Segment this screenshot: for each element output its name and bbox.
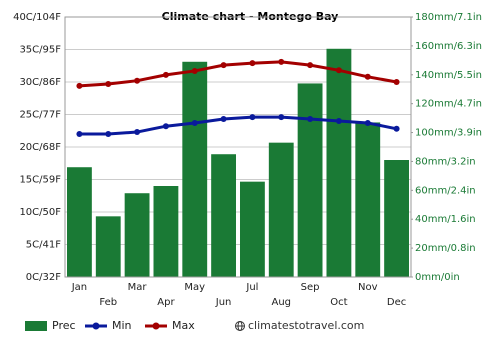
marker <box>76 131 83 137</box>
bar <box>240 181 265 277</box>
y-tick-label: 25C/77F <box>19 110 61 121</box>
line <box>79 60 397 88</box>
y2-tick-label: 140mm/5.5in <box>415 70 482 81</box>
marker <box>162 71 169 78</box>
marker <box>249 114 256 121</box>
y-tick-label: 5C/41F <box>26 240 61 251</box>
marker <box>105 131 112 137</box>
y-tick-label: 35C/95F <box>19 45 61 56</box>
bar <box>384 160 409 277</box>
marker <box>335 118 342 124</box>
legend-label: Max <box>172 319 195 332</box>
y2-tick-label: 20mm/0.8in <box>415 243 476 254</box>
y2-tick-label: 80mm/3.2in <box>415 156 476 167</box>
marker <box>249 60 256 67</box>
plot-frame <box>64 16 412 278</box>
source: climatestotravel.com <box>248 319 364 332</box>
bar <box>326 48 352 278</box>
marker <box>393 79 400 85</box>
y-tick-label: 30C/86F <box>19 77 61 88</box>
x-tick-label: Jun <box>215 297 232 308</box>
x-tick-label: Sep <box>301 282 320 293</box>
marker <box>307 116 314 123</box>
marker <box>335 67 342 74</box>
y-tick-label: 40C/104F <box>13 12 61 23</box>
y2-tick-label: 60mm/2.4in <box>415 185 476 196</box>
bar <box>211 154 236 277</box>
bar <box>297 83 323 277</box>
line <box>79 115 397 136</box>
bar <box>268 142 294 277</box>
x-tick-label: Oct <box>330 297 347 308</box>
legend-swatch <box>92 322 100 330</box>
marker <box>307 62 314 69</box>
bar <box>182 61 208 278</box>
x-tick-label: Apr <box>157 297 175 308</box>
marker <box>278 114 285 121</box>
y2-tick-label: 40mm/1.6in <box>415 214 476 225</box>
x-tick-label: Feb <box>99 297 117 308</box>
x-tick-label: Jul <box>245 282 258 293</box>
marker <box>220 116 227 123</box>
marker <box>162 123 169 130</box>
x-tick-label: Dec <box>387 297 406 308</box>
marker <box>191 119 198 126</box>
y2-tick-label: 180mm/7.1in <box>415 12 482 23</box>
bar <box>153 186 179 277</box>
y-tick-label: 0C/32F <box>26 272 61 283</box>
y-tick-label: 20C/68F <box>19 142 61 153</box>
marker <box>364 73 371 80</box>
y2-tick-label: 0mm/0in <box>415 272 460 283</box>
x-tick-label: May <box>184 282 205 293</box>
marker <box>134 129 141 136</box>
x-tick-label: Nov <box>358 282 378 293</box>
source-icon <box>235 321 245 331</box>
marker <box>76 82 83 89</box>
marker <box>364 119 371 126</box>
marker <box>134 77 141 84</box>
legend-swatch <box>25 321 47 331</box>
x-tick-label: Jan <box>71 282 87 293</box>
marker <box>191 67 198 74</box>
legend-label: Prec <box>52 319 76 332</box>
marker <box>393 125 400 132</box>
legend-swatch <box>152 322 160 330</box>
marker <box>105 80 112 87</box>
bar <box>67 167 92 277</box>
bar <box>355 122 381 277</box>
bar <box>95 216 121 277</box>
legend-label: Min <box>112 319 132 332</box>
marker <box>278 58 285 65</box>
x-tick-label: Aug <box>271 297 291 308</box>
marker <box>220 62 227 69</box>
y2-tick-label: 100mm/3.9in <box>415 128 482 139</box>
x-tick-label: Mar <box>128 282 148 293</box>
y2-tick-label: 120mm/4.7in <box>415 99 482 110</box>
y-tick-label: 10C/50F <box>19 207 61 218</box>
y-tick-label: 15C/59F <box>19 175 61 186</box>
bar <box>124 193 150 277</box>
y2-tick-label: 160mm/6.3in <box>415 41 482 52</box>
